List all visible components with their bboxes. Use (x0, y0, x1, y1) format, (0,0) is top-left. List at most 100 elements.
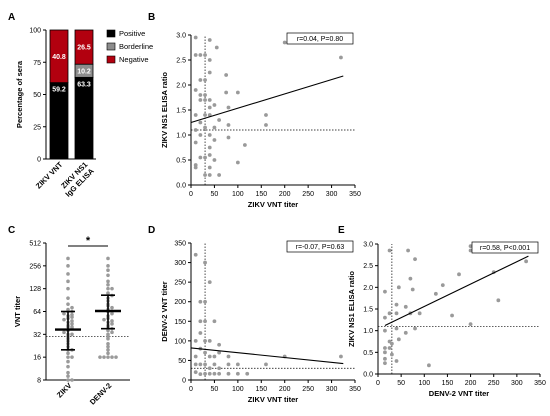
data-point (207, 338, 212, 343)
data-point (66, 374, 70, 378)
data-point (66, 370, 70, 375)
data-point (203, 78, 207, 82)
data-point (383, 328, 387, 333)
panel-label-b: B (148, 12, 155, 23)
data-point (66, 272, 70, 276)
data-point (198, 93, 203, 97)
data-point (106, 279, 110, 284)
x-tick-label: 100 (232, 191, 244, 198)
data-point (226, 362, 231, 367)
data-point (212, 371, 217, 376)
y-tick-label: 100 (29, 28, 41, 35)
legend-swatch (106, 55, 116, 64)
data-point (198, 372, 203, 377)
y-tick-label: 300 (174, 260, 186, 267)
y-tick-label: 3.0 (363, 242, 373, 249)
data-point (66, 364, 70, 369)
data-point (106, 328, 110, 333)
data-point (396, 285, 401, 290)
data-point (212, 103, 217, 107)
data-point (198, 362, 203, 367)
y-tick-label: 0 (182, 378, 186, 385)
data-point (106, 291, 110, 295)
data-point (203, 155, 207, 160)
panel-d: 0 50 100 150 200 250 300 350 0 50 100 150 200 250 300 3… (160, 241, 361, 405)
data-point (198, 133, 203, 137)
data-point (193, 362, 198, 367)
data-point (198, 155, 203, 160)
data-point (383, 346, 387, 350)
data-point (193, 165, 198, 170)
data-point (264, 113, 268, 117)
data-point (207, 105, 212, 110)
y-tick-label: 1.0 (363, 328, 373, 335)
data-point (198, 98, 203, 102)
data-point (203, 319, 207, 324)
x-tick-label: 200 (279, 191, 291, 198)
x-tick-label: 150 (442, 380, 454, 387)
bar-data-label: 10.2 (77, 68, 91, 75)
data-point (198, 331, 203, 335)
legend: Positive Borderline Negative (106, 29, 153, 64)
y-tick-label: 0 (37, 157, 41, 164)
y-tick-label: 1.5 (176, 108, 186, 115)
data-point (106, 342, 110, 346)
data-point (413, 326, 417, 331)
data-point (66, 302, 70, 306)
stat-label: r=-0.07, P=0.63 (296, 244, 345, 251)
data-point (102, 355, 106, 359)
data-point (203, 362, 207, 367)
data-point (203, 260, 207, 265)
data-point (383, 315, 387, 320)
data-point (207, 58, 212, 62)
data-point (106, 273, 110, 278)
x-tick-label: 100 (232, 386, 244, 393)
data-point (207, 133, 212, 137)
x-tick-label: 300 (326, 386, 338, 393)
data-point (207, 165, 212, 170)
data-point (106, 344, 110, 349)
data-point (62, 330, 66, 335)
data-point (217, 118, 222, 122)
data-point (193, 252, 198, 257)
y-tick-label: 350 (174, 241, 186, 248)
data-point (235, 362, 240, 367)
x-tick-label: 250 (302, 386, 314, 393)
y-tick-label: 8 (37, 378, 41, 385)
data-point (417, 311, 422, 316)
data-point (226, 354, 231, 359)
x-category-label: ZIKV (55, 381, 73, 399)
data-point (193, 128, 198, 132)
data-point (264, 362, 268, 367)
data-point (110, 355, 114, 359)
data-point (110, 330, 114, 335)
data-point (203, 371, 207, 376)
data-point (70, 332, 74, 337)
y-tick-label: 128 (29, 286, 41, 293)
x-axis-label: ZIKV VNT titer (248, 395, 299, 404)
y-tick-label: 100 (174, 338, 186, 345)
data-point (433, 291, 438, 296)
data-point (114, 355, 118, 359)
data-point (106, 268, 110, 273)
data-point (383, 361, 387, 366)
x-tick-label: 100 (418, 380, 430, 387)
data-point (387, 248, 392, 253)
x-tick-label: 250 (302, 191, 314, 198)
data-point (396, 337, 401, 342)
data-point (207, 371, 212, 376)
x-tick-label: 350 (349, 386, 361, 393)
panel-label-c: C (8, 225, 15, 236)
panel-b: 0 50 100 150 200 250 300 350 0.0 0.5 1.0 1.5 2.0 2.5 3… (160, 33, 361, 210)
data-point (106, 256, 110, 261)
y-tick-label: 25 (33, 124, 41, 131)
data-point (207, 38, 212, 42)
data-point (198, 120, 203, 125)
data-point (389, 352, 394, 357)
data-point (193, 338, 198, 343)
data-point (207, 145, 212, 150)
panel-label-e: E (338, 225, 345, 236)
legend-swatch (106, 42, 116, 51)
panel-label-d: D (148, 225, 155, 236)
